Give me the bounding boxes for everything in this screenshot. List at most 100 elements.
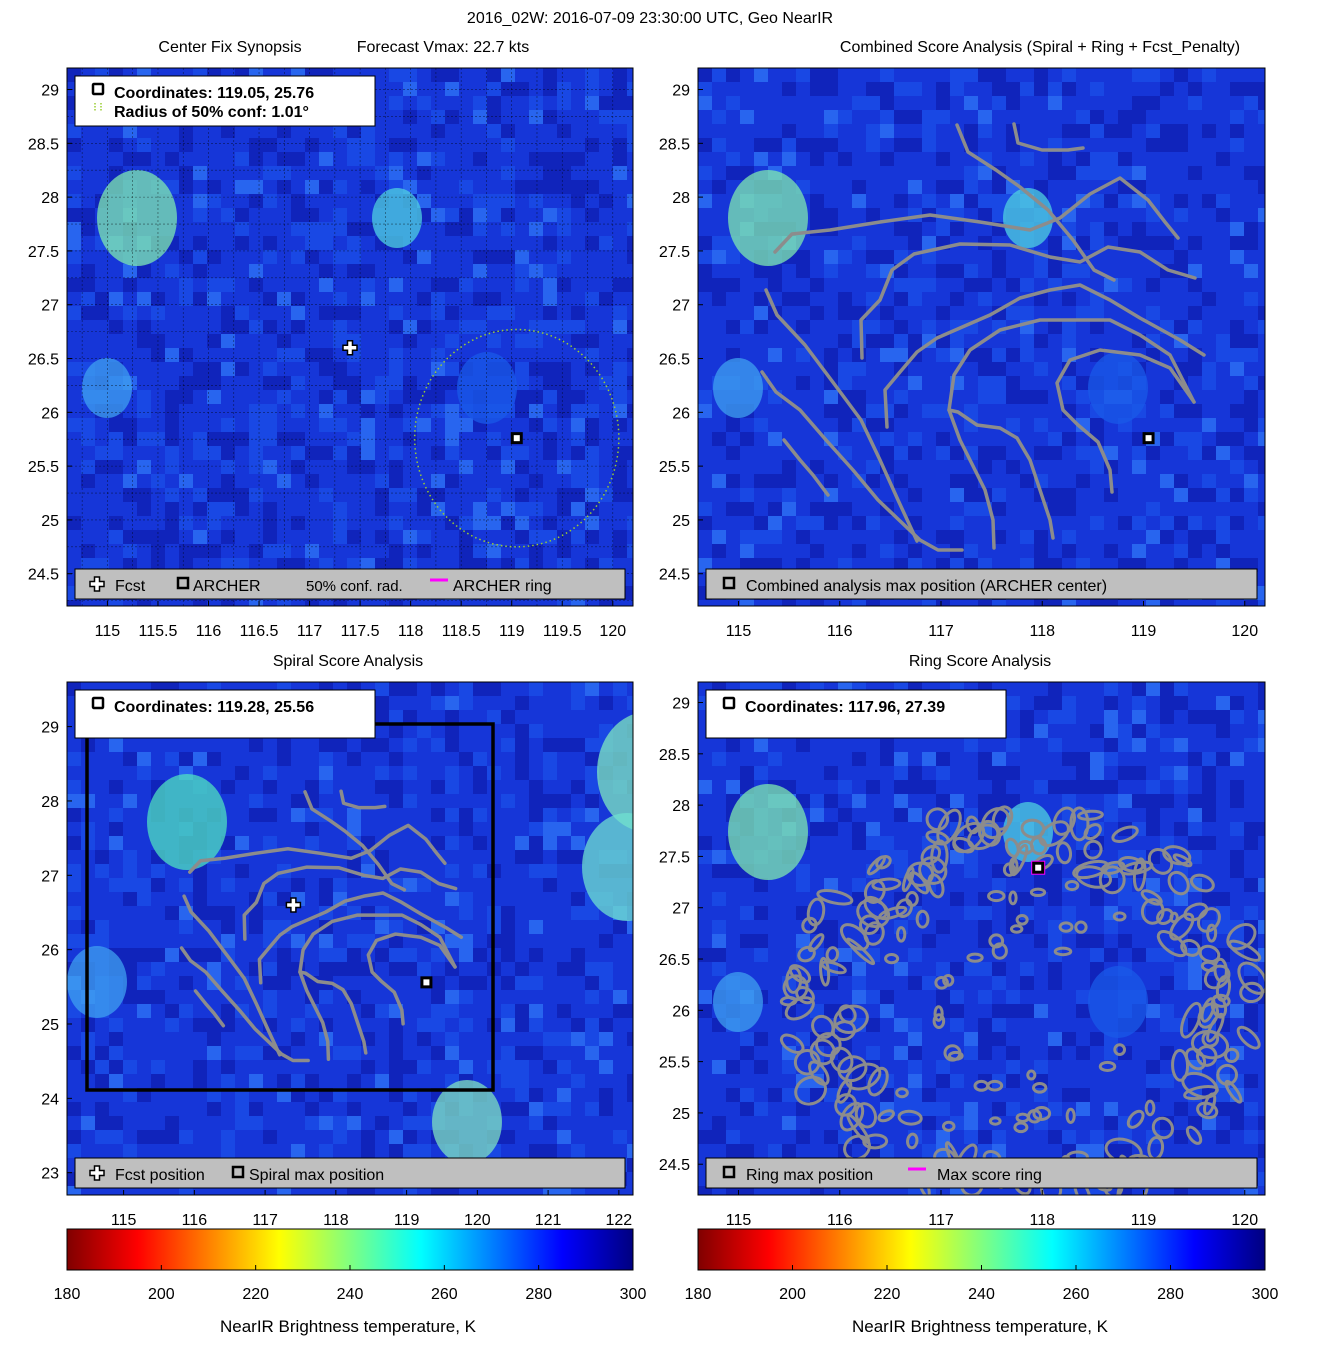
heatmap-cell	[796, 516, 810, 530]
heatmap-cell	[291, 152, 305, 166]
heatmap-cell	[627, 278, 633, 292]
heatmap-cell	[319, 222, 333, 236]
heatmap-cell	[1034, 292, 1048, 306]
heatmap-cell	[712, 68, 726, 82]
heatmap-cell	[179, 376, 193, 390]
heatmap-cell	[936, 1060, 950, 1074]
x-tick-label: 115	[726, 1212, 752, 1229]
heatmap-cell	[978, 376, 992, 390]
heatmap-cell	[782, 292, 796, 306]
heatmap-cell	[1258, 948, 1265, 962]
heatmap-cell	[824, 1004, 838, 1018]
heatmap-cell	[824, 264, 838, 278]
heatmap-cell	[361, 418, 375, 432]
heatmap-cell	[249, 1046, 263, 1060]
heatmap-cell	[361, 278, 375, 292]
heatmap-cell	[333, 1116, 347, 1130]
heatmap-cell	[403, 138, 417, 152]
ring-contour	[1077, 809, 1104, 821]
heatmap-cell	[1048, 446, 1062, 460]
y-tick-label: 29	[672, 83, 690, 100]
heatmap-cell	[207, 362, 221, 376]
heatmap-cell	[459, 752, 473, 766]
ring-contour	[858, 914, 880, 936]
heatmap-cell	[571, 334, 585, 348]
heatmap-cell	[613, 166, 627, 180]
colorbar-left: NearIR Brightness temperature, K 180 200 2…	[54, 1228, 646, 1336]
heatmap-cell	[263, 976, 277, 990]
heatmap-cell	[627, 320, 633, 334]
heatmap-cell	[585, 236, 599, 250]
heatmap-cell	[1230, 460, 1244, 474]
heatmap-cell	[922, 1102, 936, 1116]
heatmap-cell	[796, 934, 810, 948]
heatmap-cell	[740, 110, 754, 124]
heatmap-cell	[529, 1088, 543, 1102]
heatmap-cell	[1062, 906, 1076, 920]
ring-contour	[807, 933, 825, 953]
heatmap-cell	[361, 404, 375, 418]
heatmap-cell	[824, 920, 838, 934]
heatmap-cell	[698, 836, 712, 850]
heatmap-cell	[179, 124, 193, 138]
heatmap-cell	[333, 320, 347, 334]
heatmap-cell	[712, 250, 726, 264]
heatmap-cell	[740, 488, 754, 502]
heatmap-cell	[1118, 110, 1132, 124]
heatmap-cell	[1188, 320, 1202, 334]
heatmap-cell	[333, 530, 347, 544]
heatmap-cell	[403, 738, 417, 752]
heatmap-cell	[1216, 710, 1230, 724]
heatmap-cell	[754, 306, 768, 320]
heatmap-cell	[389, 404, 403, 418]
heatmap-cell	[1160, 766, 1174, 780]
heatmap-cell	[165, 418, 179, 432]
heatmap-cell	[305, 1074, 319, 1088]
heatmap-cell	[221, 934, 235, 948]
heatmap-cell	[1020, 710, 1034, 724]
heatmap-cell	[880, 110, 894, 124]
heatmap-cell	[838, 334, 852, 348]
legend-label: Fcst	[115, 578, 146, 595]
heatmap-cell	[221, 474, 235, 488]
heatmap-cell	[431, 808, 445, 822]
warm-cloud-patch	[147, 774, 227, 870]
heatmap-cell	[557, 794, 571, 808]
ring-contour	[1156, 908, 1174, 926]
info-box	[705, 689, 1007, 739]
heatmap-cell	[1188, 710, 1202, 724]
heatmap-cell	[1188, 264, 1202, 278]
heatmap-cell	[852, 752, 866, 766]
heatmap-cell	[431, 474, 445, 488]
y-tick-label: 25.5	[659, 459, 690, 476]
heatmap-cell	[978, 794, 992, 808]
heatmap-cell	[151, 1074, 165, 1088]
heatmap-cell	[1202, 794, 1216, 808]
heatmap-cell	[123, 530, 137, 544]
heatmap-cell	[431, 376, 445, 390]
heatmap-cell	[782, 1116, 796, 1130]
heatmap-cell	[1062, 124, 1076, 138]
heatmap-cell	[137, 600, 151, 606]
heatmap-cell	[263, 836, 277, 850]
heatmap-cell	[964, 488, 978, 502]
heatmap-cell	[1174, 780, 1188, 794]
heatmap-cell	[95, 1102, 109, 1116]
heatmap-cell	[698, 780, 712, 794]
heatmap-cell	[249, 152, 263, 166]
y-tick-label: 26.5	[28, 352, 59, 369]
ring-contour	[941, 1120, 956, 1132]
ring-contour	[1224, 1047, 1240, 1064]
heatmap-cell	[754, 138, 768, 152]
spiral-contour-7	[947, 318, 1196, 550]
ring-contour	[1183, 1085, 1219, 1101]
heatmap-cell	[109, 530, 123, 544]
heatmap-cell	[361, 446, 375, 460]
heatmap-cell	[1132, 738, 1146, 752]
heatmap-cell	[712, 292, 726, 306]
spiral-contour-0	[303, 790, 407, 892]
heatmap-cell	[712, 962, 726, 976]
ring-contour	[942, 973, 955, 987]
heatmap-cell	[838, 404, 852, 418]
heatmap-cell	[151, 348, 165, 362]
